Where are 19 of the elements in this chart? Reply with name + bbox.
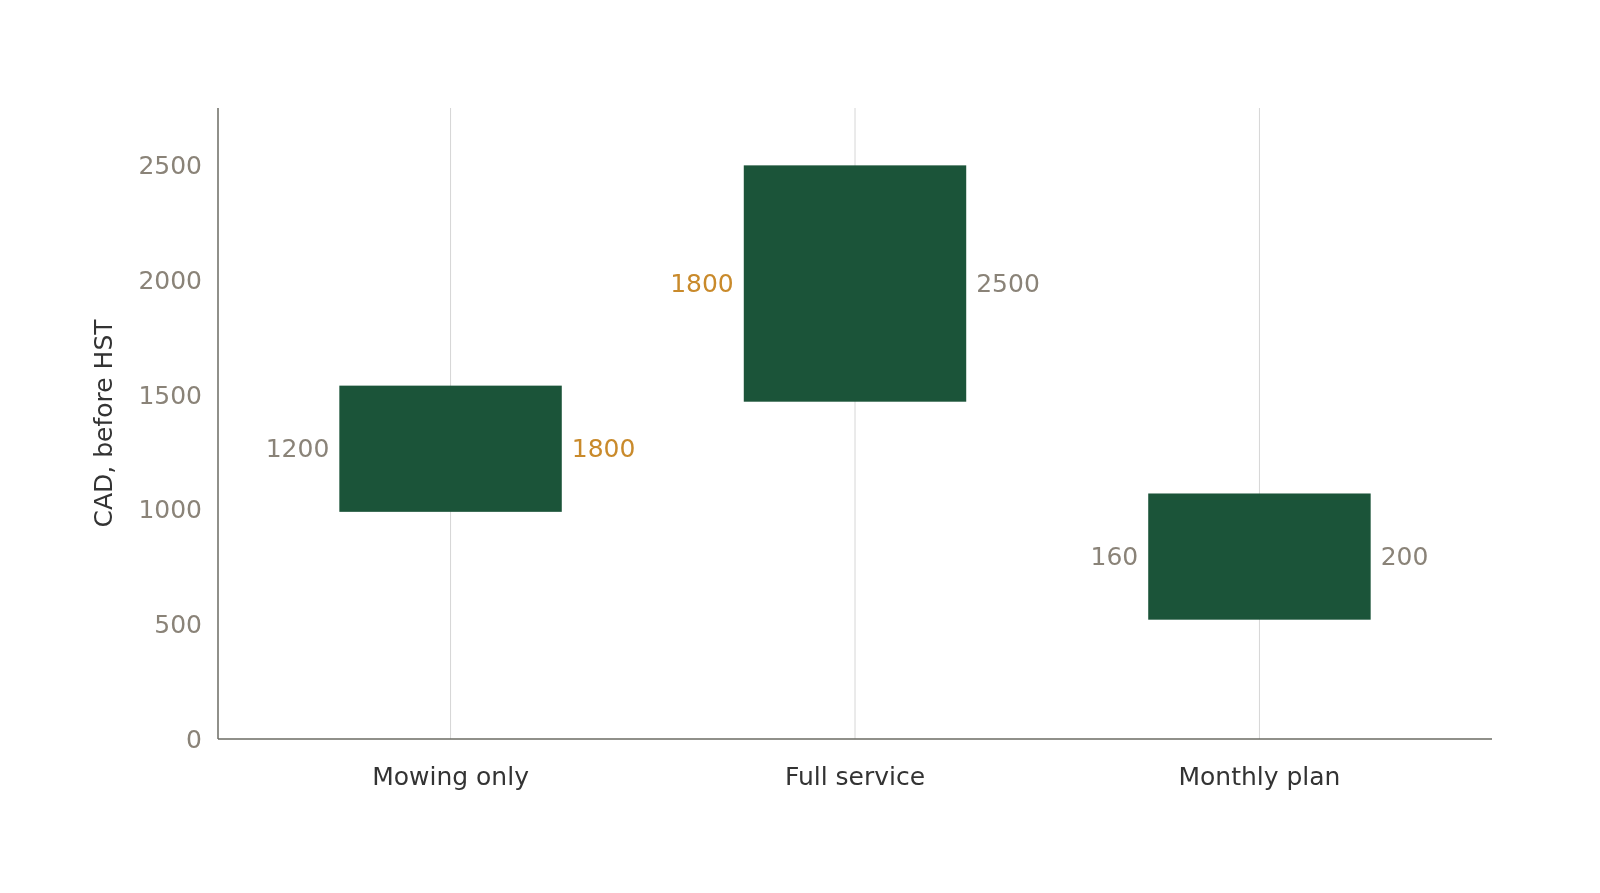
annotation: 160: [1090, 542, 1139, 572]
y-tick-label: 2000: [138, 265, 202, 295]
x-tick-label: Full service: [784, 762, 926, 791]
y-axis-title: CAD, before HST: [89, 318, 118, 528]
bar: [743, 165, 967, 402]
y-tick-label: 500: [154, 610, 202, 640]
annotation: 2500: [976, 269, 1040, 299]
y-tick-label: 1500: [138, 380, 202, 410]
bar: [1148, 493, 1371, 620]
y-tick-label: 0: [186, 724, 202, 754]
annotation: 1800: [670, 269, 734, 299]
annotation: 1800: [571, 434, 636, 464]
x-tick-label: Monthly plan: [1178, 762, 1341, 791]
annotation: 200: [1380, 542, 1429, 572]
bar: [339, 385, 562, 512]
y-tick-label: 2500: [138, 151, 202, 181]
annotation: 1200: [265, 434, 330, 464]
x-tick-label: Mowing only: [372, 762, 530, 791]
y-tick-label: 1000: [138, 495, 202, 525]
